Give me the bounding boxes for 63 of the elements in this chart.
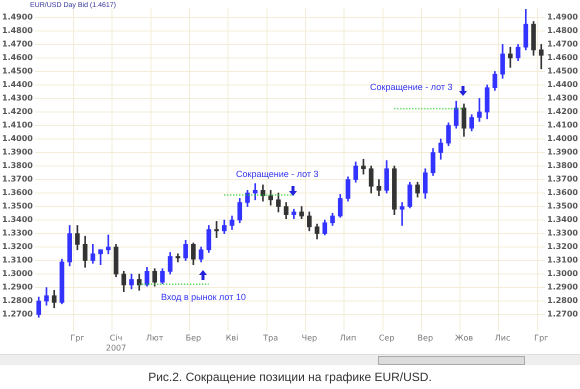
annotation: Сокращение - лот 3	[236, 169, 319, 179]
y-tick-label: 1.3900	[2, 148, 34, 157]
y2-tick-label: 1.3400	[547, 215, 578, 224]
x-tick-label: Лип	[340, 334, 356, 343]
y2-tick-label: 1.4500	[547, 66, 578, 76]
x-tick-label: Чер	[302, 334, 318, 343]
y2-tick-label: 1.4600	[547, 53, 578, 62]
text: Рис.2. Сокращение позиции на графике EUR/USD.	[147, 370, 433, 384]
x-tick-label: Лют	[146, 334, 164, 343]
y-tick-label: 1.4200	[2, 107, 34, 116]
x-tick-label: Жов	[454, 334, 474, 343]
y-tick-label: 1.2900	[2, 282, 34, 292]
y2-tick-label: 1.4000	[547, 134, 578, 144]
y2-tick-label: 1.3700	[547, 174, 578, 184]
y2-tick-label: 1.3500	[547, 202, 578, 211]
y-tick-label: 1.4000	[2, 134, 34, 144]
x-tick-label: Січ 2007	[106, 334, 126, 352]
y-tick-label: 1.4600	[2, 53, 34, 62]
y-tick-label: 1.2700	[2, 310, 34, 319]
y2-tick-label: 1.4800	[547, 26, 578, 36]
annotation: Сокращение - лот 3	[370, 82, 453, 92]
y2-tick-label: 1.3000	[547, 269, 578, 278]
y-tick-label: 1.4100	[2, 120, 34, 130]
y2-tick-label: 1.2900	[547, 282, 578, 292]
x-tick-label: Грг	[534, 334, 548, 343]
y2-tick-label: 1.4700	[547, 40, 578, 49]
y2-tick-label: 1.3900	[547, 148, 578, 157]
y-tick-label: 1.3600	[2, 188, 34, 198]
y2-tick-label: 1.4400	[547, 80, 578, 90]
y2-tick-label: 1.3300	[547, 228, 578, 238]
y-tick-label: 1.4900	[2, 12, 34, 22]
y-tick-label: 1.3500	[2, 202, 34, 211]
y2-tick-label: 1.4900	[547, 12, 578, 22]
y-tick-label: 1.4300	[2, 94, 34, 103]
x-tick-label: Кві	[226, 334, 238, 343]
annotation: Вход в рынок лот 10	[161, 292, 246, 302]
y2-tick-label: 1.2700	[547, 310, 578, 319]
x-tick-label: Сер	[378, 334, 394, 343]
y-tick-label: 1.3300	[2, 228, 34, 238]
y-tick-label: 1.4700	[2, 40, 34, 49]
x-tick-label: Вер	[418, 334, 434, 343]
y2-tick-label: 1.2800	[547, 296, 578, 306]
x-tick-label: Лис	[494, 334, 510, 343]
y2-tick-label: 1.4200	[547, 107, 578, 116]
y-tick-label: 1.2800	[2, 296, 34, 306]
y2-tick-label: 1.4100	[547, 120, 578, 130]
y2-tick-label: 1.4300	[547, 94, 578, 103]
y2-tick-label: 1.3200	[547, 242, 578, 252]
y-tick-label: 1.3800	[2, 161, 34, 170]
y-tick-label: 1.4500	[2, 66, 34, 76]
x-tick-label: Тра	[262, 334, 278, 343]
y-tick-label: 1.3700	[2, 174, 34, 184]
y-tick-label: 1.3200	[2, 242, 34, 252]
y2-tick-label: 1.3100	[547, 256, 578, 265]
y-tick-label: 1.4800	[2, 26, 34, 36]
y-tick-label: 1.3100	[2, 256, 34, 265]
y-tick-label: 1.4400	[2, 80, 34, 90]
y-tick-label: 1.3400	[2, 215, 34, 224]
y-tick-label: 1.3000	[2, 269, 34, 278]
y2-tick-label: 1.3800	[547, 161, 578, 170]
x-tick-label: Грг	[70, 334, 84, 343]
x-tick-label: Бер	[186, 334, 202, 343]
y2-tick-label: 1.3600	[547, 188, 578, 198]
